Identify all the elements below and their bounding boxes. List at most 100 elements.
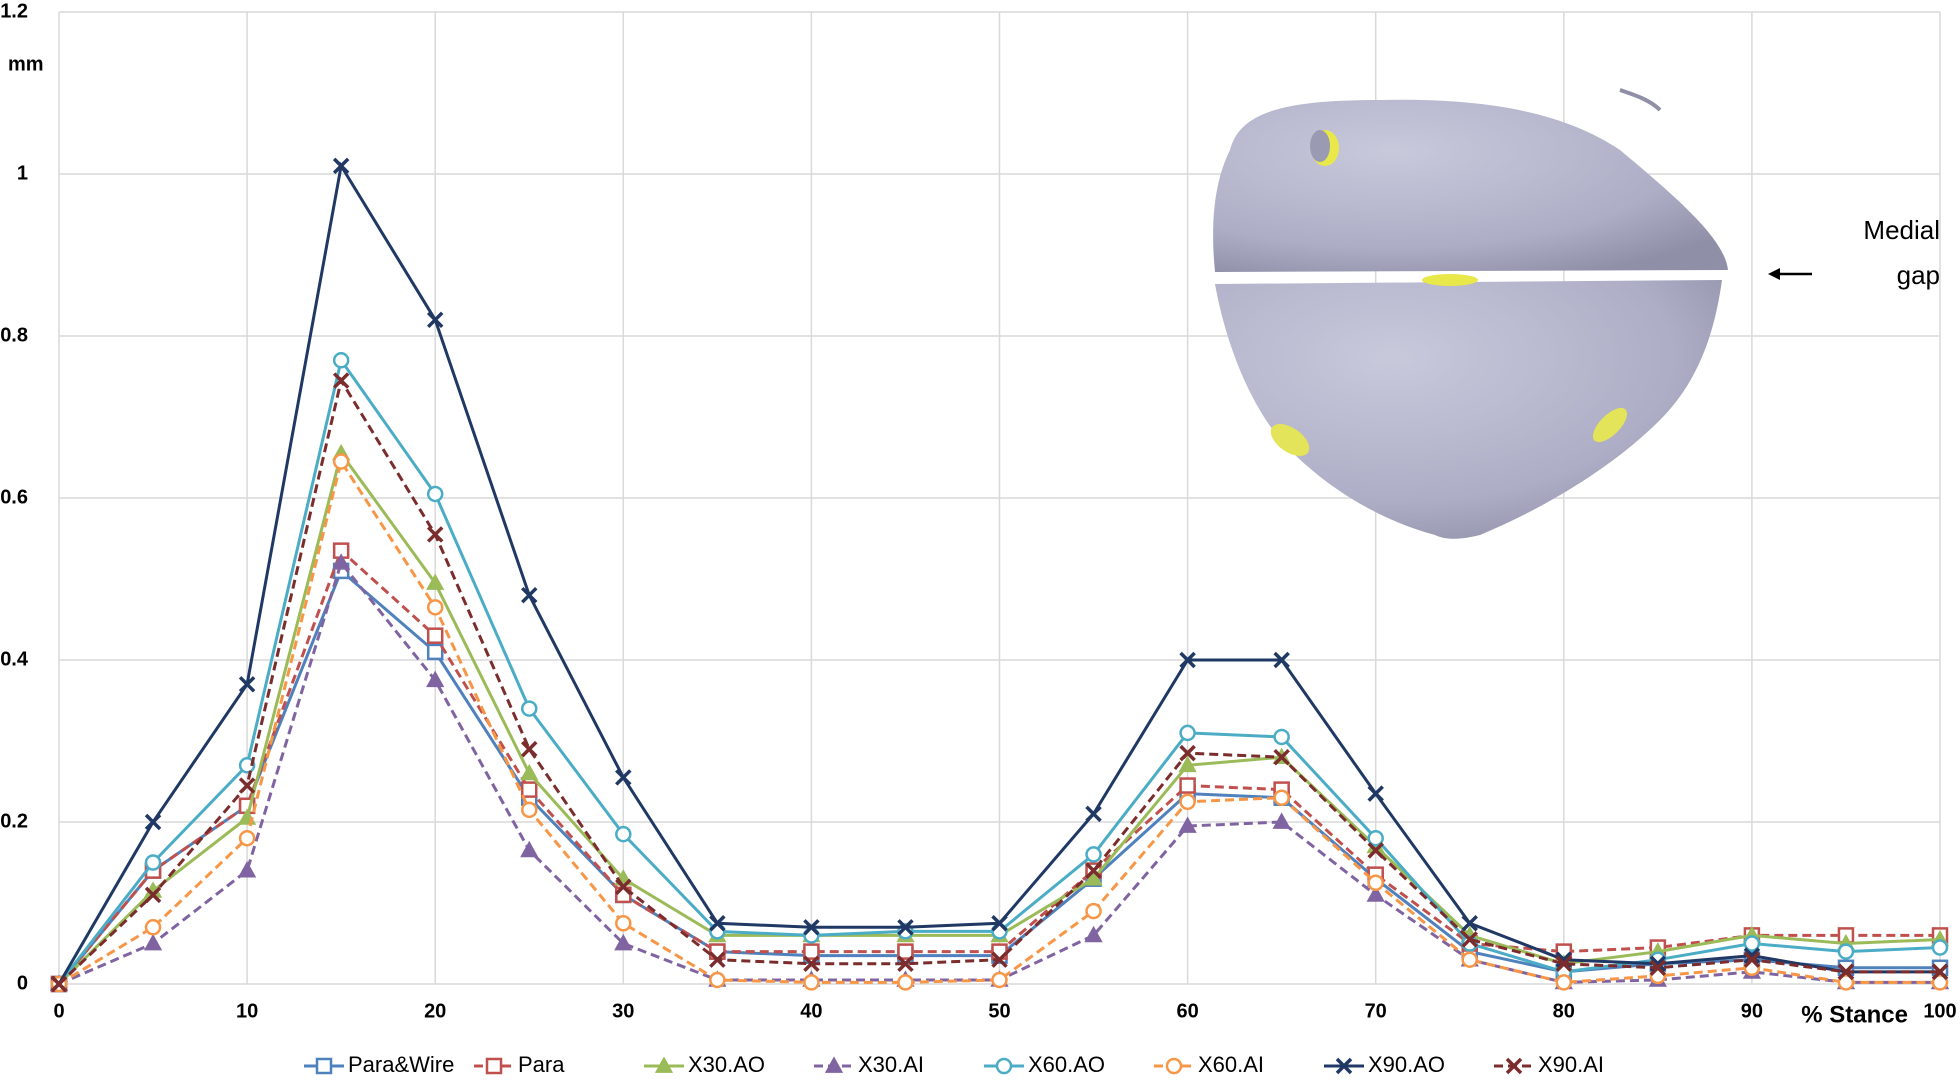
marker	[1366, 885, 1385, 902]
marker	[50, 975, 68, 993]
inset-model	[1213, 88, 1812, 539]
marker	[1085, 902, 1102, 920]
marker	[426, 573, 445, 590]
x-tick-label: 20	[424, 1000, 446, 1022]
marker	[1555, 974, 1573, 991]
marker	[238, 777, 256, 794]
marker	[521, 700, 538, 717]
x-tick-label: 70	[1365, 1000, 1387, 1022]
marker	[615, 878, 632, 896]
legend-label: X60.AI	[1198, 1052, 1264, 1077]
marker	[897, 943, 914, 960]
marker	[897, 974, 914, 991]
marker	[238, 829, 256, 847]
marker	[1085, 862, 1102, 879]
marker	[995, 1057, 1013, 1075]
marker	[521, 740, 538, 758]
marker	[1367, 829, 1384, 847]
marker	[654, 1056, 674, 1073]
marker	[237, 861, 257, 878]
marker	[1743, 951, 1761, 968]
marker	[897, 955, 914, 972]
marker	[238, 757, 256, 774]
x-axis-label: % Stance	[1801, 1001, 1908, 1028]
series-line	[58, 457, 1940, 986]
x-tick-label: 0	[53, 1000, 64, 1022]
marker	[521, 586, 538, 604]
marker	[991, 971, 1008, 989]
marker	[1335, 1057, 1353, 1075]
marker	[1367, 785, 1384, 802]
y-tick-label: 1.2	[0, 0, 28, 22]
marker	[615, 825, 632, 843]
marker	[238, 676, 256, 693]
marker	[1931, 963, 1949, 981]
marker	[143, 933, 163, 951]
legend-label: X60.AO	[1028, 1052, 1105, 1077]
marker	[709, 915, 726, 932]
marker	[1931, 939, 1949, 956]
x-tick-label: 10	[236, 1000, 258, 1022]
x-tick-label: 50	[988, 1000, 1010, 1022]
legend-label: X30.AO	[688, 1052, 765, 1077]
x-tick-label: 100	[1923, 1000, 1956, 1022]
legend-label: X30.AI	[858, 1052, 924, 1077]
marker	[1461, 915, 1478, 932]
marker	[1084, 869, 1103, 886]
marker	[1272, 812, 1291, 829]
marker	[1461, 931, 1478, 948]
marker	[521, 781, 538, 798]
annotation: Medial	[1863, 215, 1940, 245]
marker	[520, 763, 539, 781]
marker	[1837, 963, 1855, 981]
marker	[614, 933, 633, 951]
marker	[991, 915, 1008, 932]
marker	[1649, 959, 1667, 977]
marker	[426, 526, 444, 543]
marker	[1461, 951, 1478, 968]
marker	[426, 643, 444, 661]
marker	[824, 1056, 844, 1073]
marker	[615, 915, 632, 932]
marker	[1837, 974, 1855, 991]
marker	[520, 840, 539, 858]
y-tick-label: 0	[17, 972, 28, 994]
marker	[991, 951, 1008, 968]
x-tick-label: 60	[1176, 1000, 1198, 1022]
marker	[1178, 816, 1197, 833]
legend-label: X90.AO	[1368, 1052, 1445, 1077]
marker	[1179, 724, 1196, 742]
legend-label: Para&Wire	[348, 1052, 454, 1077]
marker	[803, 955, 820, 972]
marker	[709, 971, 726, 989]
marker	[1084, 925, 1103, 943]
marker	[426, 599, 444, 616]
x-tick-label: 90	[1741, 1000, 1763, 1022]
marker	[332, 453, 350, 470]
marker	[426, 311, 444, 329]
y-tick-label: 0.8	[0, 324, 28, 346]
marker	[426, 627, 444, 644]
marker	[1555, 955, 1573, 972]
marker	[897, 919, 914, 936]
marker	[709, 951, 726, 968]
marker	[144, 813, 162, 831]
legend-label: Para	[518, 1052, 565, 1077]
y-tick-label: 1	[17, 162, 28, 184]
marker	[1837, 943, 1855, 960]
marker	[1505, 1057, 1523, 1075]
marker	[1367, 874, 1384, 891]
marker	[1273, 789, 1290, 806]
marker	[1165, 1057, 1183, 1075]
marker	[803, 943, 820, 960]
marker	[332, 372, 350, 389]
marker	[315, 1057, 333, 1075]
marker	[426, 670, 445, 688]
x-tick-label: 40	[800, 1000, 822, 1022]
annotation: gap	[1897, 260, 1940, 290]
marker	[1273, 651, 1290, 669]
marker	[1273, 748, 1290, 766]
marker	[615, 769, 632, 786]
marker	[1179, 744, 1196, 762]
